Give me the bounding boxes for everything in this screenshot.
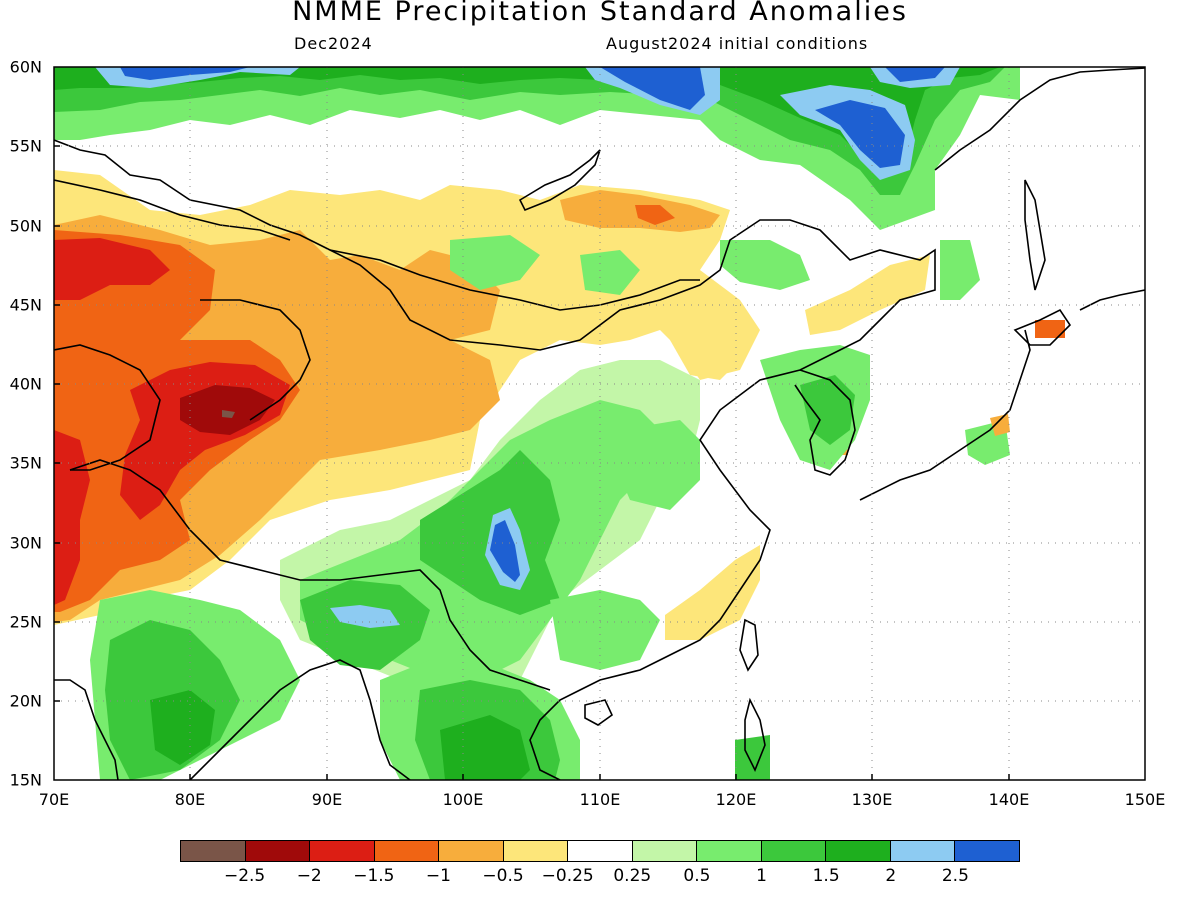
philippines-luzon	[744, 697, 766, 772]
colorbar-swatch-9	[761, 841, 827, 861]
northern-blue-core-2	[600, 67, 705, 110]
sakhalin	[1024, 179, 1046, 291]
hainan	[584, 699, 614, 726]
lat-label-25n: 25N	[9, 612, 42, 632]
lake-baikal	[518, 149, 601, 212]
colorbar-swatch-1	[245, 841, 311, 861]
northern-blue-core-4	[885, 67, 945, 82]
colorbar-label: −0.25	[541, 866, 594, 886]
border-kazakh-china	[200, 299, 311, 421]
colorbar-swatch-0	[181, 841, 246, 861]
mongolia-wet-2	[580, 250, 640, 295]
map-title: NMME Precipitation Standard Anomalies	[292, 0, 908, 27]
axis-ticks	[54, 145, 1010, 780]
border-central-asia	[54, 344, 161, 471]
colorbar-label: −0.5	[482, 866, 524, 886]
tibet-dry-peak	[222, 410, 235, 418]
indochina-wet-core	[440, 715, 530, 780]
colorbar-swatch-4	[439, 841, 504, 861]
lat-label-40n: 40N	[9, 374, 42, 394]
colorbar-swatch-6	[568, 841, 633, 861]
n-china-dry	[660, 270, 745, 380]
border-india-china	[69, 459, 551, 691]
sechina-dry	[665, 545, 760, 640]
initial-conditions: August2024 initial conditions	[606, 34, 869, 53]
central-china-wet	[615, 420, 700, 510]
lon-label-100e: 100E	[442, 790, 484, 809]
lat-label-60n: 60N	[9, 57, 42, 77]
coastlines	[54, 67, 1145, 780]
india-wet-core	[150, 690, 215, 765]
hokkaido-dry	[1035, 320, 1065, 338]
colorbar-swatch-8	[697, 841, 762, 861]
colorbar-swatch-10	[826, 841, 891, 861]
colorbar-label: 2	[885, 866, 897, 886]
coastline-bay-of-bengal	[189, 659, 411, 780]
mongolia-wet	[450, 235, 540, 290]
precipitation-anomaly-map	[53, 66, 1146, 781]
manchuria-wet	[720, 240, 810, 290]
colorbar-label: 0.25	[613, 866, 652, 886]
pakistan-dry-core	[54, 430, 90, 605]
tibet-dry-extreme	[180, 385, 275, 435]
colorbar-swatch-11	[890, 841, 956, 861]
honshu-dry	[990, 414, 1010, 436]
bangladesh-blue	[330, 605, 400, 628]
sichuan-wet-core	[490, 520, 520, 582]
lon-label-120e: 120E	[715, 790, 757, 809]
lon-label-90e: 90E	[311, 790, 343, 809]
korea-peninsula	[794, 369, 856, 476]
colorbar-label: −2	[296, 866, 322, 886]
lat-label-50n: 50N	[9, 216, 42, 236]
colorbar-swatch-3	[374, 841, 440, 861]
colorbar-label: 1.5	[812, 866, 840, 886]
lat-label-20n: 20N	[9, 691, 42, 711]
colorbar-label: 2.5	[941, 866, 969, 886]
lon-label-70e: 70E	[38, 790, 70, 809]
colorbar	[180, 840, 1020, 862]
colorbar-label: −1	[425, 866, 451, 886]
colorbar-label: 0.5	[683, 866, 711, 886]
russian-pacific-coast	[934, 67, 1145, 171]
guangxi-wet	[550, 590, 660, 670]
northern-blue-core-1	[120, 67, 250, 80]
philippines-wet	[735, 735, 770, 780]
colorbar-swatch-12	[955, 841, 1019, 861]
colorbar-swatch-5	[503, 841, 569, 861]
taiwan	[739, 618, 759, 672]
lat-label-30n: 30N	[9, 533, 42, 553]
lon-label-140e: 140E	[988, 790, 1030, 809]
colorbar-swatch-7	[632, 841, 698, 861]
lon-label-150e: 150E	[1124, 790, 1166, 809]
lon-label-130e: 130E	[851, 790, 893, 809]
colorbar-label: −2.5	[223, 866, 266, 886]
lat-label-45n: 45N	[9, 295, 42, 315]
ne-china-dry	[805, 255, 930, 335]
japan-hokkaido	[1013, 308, 1072, 346]
korea-wet-strong	[800, 375, 855, 445]
mongolia-dry-core	[635, 205, 675, 225]
coastline-india	[54, 679, 119, 780]
lon-label-80e: 80E	[174, 790, 206, 809]
lon-label-110e: 110E	[579, 790, 621, 809]
forecast-month: Dec2024	[294, 34, 373, 53]
japan-honshu	[859, 329, 1031, 501]
lat-label-55n: 55N	[9, 136, 42, 156]
anomaly-field	[54, 67, 1145, 780]
colorbar-swatch-2	[310, 841, 375, 861]
northern-blue-core-3	[815, 100, 905, 168]
kazakh-dry-core	[54, 238, 170, 300]
lat-label-15n: 15N	[9, 770, 42, 790]
japan-wet	[940, 240, 980, 300]
northern-wet-strong	[54, 67, 1000, 175]
border-china-mongolia	[329, 249, 700, 311]
colorbar-label: 1	[756, 866, 767, 886]
colorbar-label: −1.5	[353, 866, 395, 886]
border-russia-kazakh	[54, 179, 291, 241]
lat-label-35n: 35N	[9, 453, 42, 473]
